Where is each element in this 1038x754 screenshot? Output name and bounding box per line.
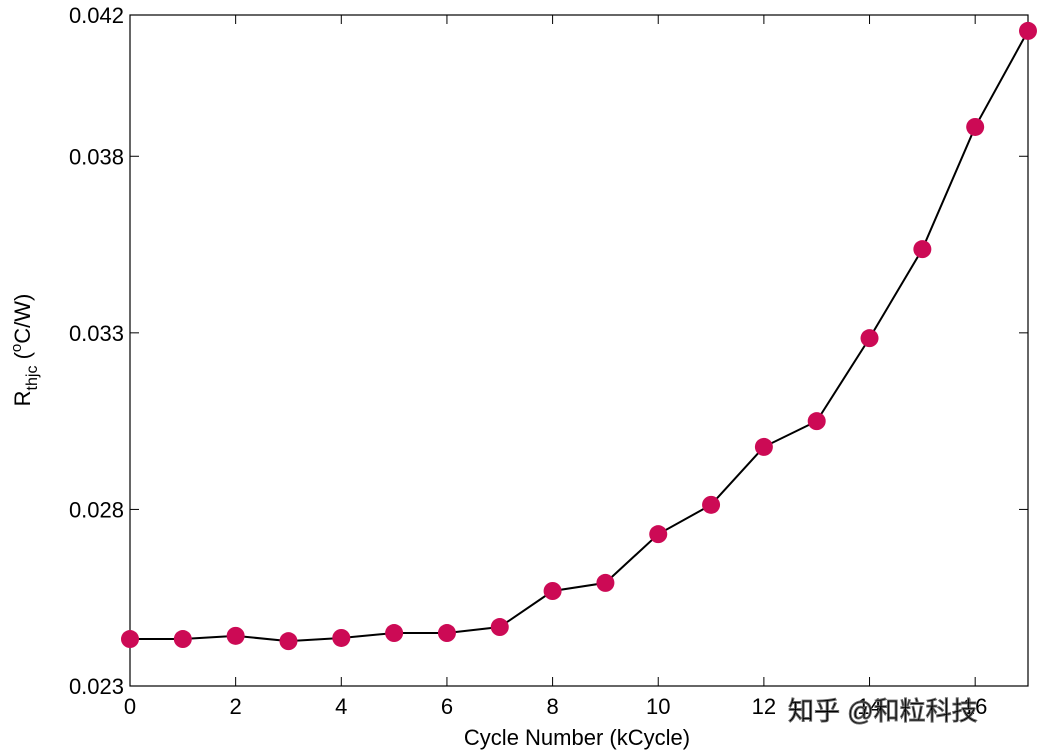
y-tick-label: 0.028: [69, 497, 124, 522]
x-tick-label: 2: [230, 694, 242, 719]
data-point: [807, 412, 826, 431]
data-point: [966, 117, 985, 136]
x-tick-label: 12: [752, 694, 776, 719]
y-tick-label: 0.023: [69, 674, 124, 699]
x-tick-label: 10: [646, 694, 670, 719]
data-point: [860, 329, 879, 348]
y-tick-label: 0.038: [69, 144, 124, 169]
data-point: [437, 624, 456, 643]
data-point: [649, 525, 668, 544]
y-tick-label: 0.042: [69, 3, 124, 28]
x-tick-label: 0: [124, 694, 136, 719]
x-tick-label: 8: [546, 694, 558, 719]
x-axis-label: Cycle Number (kCycle): [464, 725, 690, 750]
data-point: [490, 618, 509, 637]
data-point: [913, 240, 932, 259]
data-point: [385, 624, 404, 643]
y-label-unit: C/W): [10, 294, 35, 344]
data-point: [173, 630, 192, 649]
data-point: [226, 626, 245, 645]
data-point: [1019, 21, 1037, 40]
y-tick-label: 0.033: [69, 321, 124, 346]
data-point: [332, 628, 351, 647]
y-axis-label: Rthjc (oC/W): [8, 294, 41, 407]
y-label-open: (: [10, 351, 35, 365]
data-point: [754, 437, 773, 456]
y-label-main: R: [10, 390, 35, 406]
x-tick-label: 16: [963, 694, 987, 719]
series-line: [130, 30, 1029, 643]
data-point: [121, 630, 139, 649]
plot-frame: [129, 14, 1029, 687]
x-tick-label: 14: [857, 694, 881, 719]
y-label-sub: thjc: [24, 366, 41, 391]
y-label-sup: o: [8, 344, 25, 352]
x-tick-label: 6: [441, 694, 453, 719]
data-point: [279, 632, 298, 651]
data-point: [596, 573, 615, 592]
watermark: 知乎 @和粒科技: [788, 696, 978, 726]
x-tick-label: 4: [335, 694, 347, 719]
data-point: [702, 495, 721, 514]
data-point: [543, 582, 562, 601]
